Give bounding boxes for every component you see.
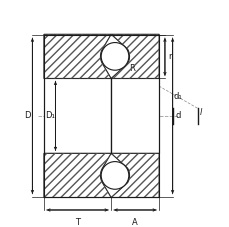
Text: d: d (175, 111, 180, 120)
Circle shape (101, 162, 128, 189)
Text: T: T (75, 218, 80, 227)
Polygon shape (44, 153, 111, 197)
Polygon shape (111, 34, 158, 79)
Polygon shape (44, 34, 111, 79)
Polygon shape (111, 79, 158, 153)
Text: A: A (132, 218, 137, 227)
Text: R: R (128, 64, 134, 73)
Polygon shape (44, 79, 111, 153)
Text: D: D (24, 111, 31, 120)
Circle shape (101, 42, 128, 70)
Text: D₁: D₁ (44, 111, 54, 120)
Text: r: r (167, 52, 171, 61)
Text: l: l (199, 108, 201, 116)
Polygon shape (111, 153, 158, 197)
Text: d₁: d₁ (173, 92, 182, 101)
